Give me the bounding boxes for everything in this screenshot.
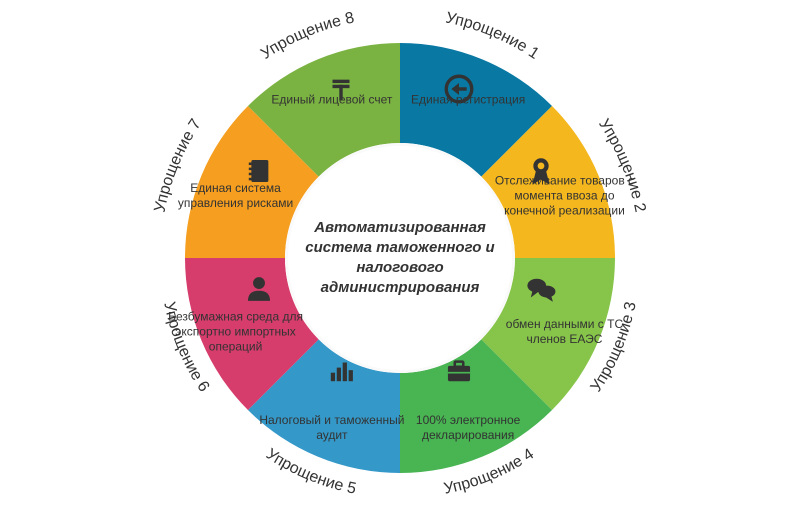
center-disc: Автоматизированная система таможенного и… bbox=[285, 143, 515, 373]
infographic-stage: Упрощение 1Упрощение 2Упрощение 3Упрощен… bbox=[0, 0, 800, 517]
center-title: Автоматизированная система таможенного и… bbox=[285, 218, 515, 299]
